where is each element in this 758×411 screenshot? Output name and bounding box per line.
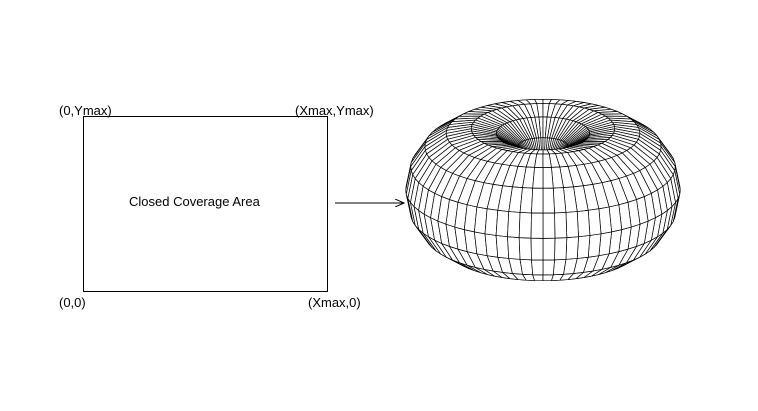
corner-label-bottom-right: (Xmax,0) [308, 295, 361, 310]
torus-facet [531, 259, 544, 276]
torus-wireframe [405, 98, 681, 282]
torus-facet [518, 212, 532, 239]
corner-label-top-left: (0,Ymax) [59, 103, 112, 118]
torus-facet [565, 211, 579, 238]
corner-label-bottom-left: (0,0) [59, 295, 86, 310]
torus-facet [554, 212, 568, 239]
torus-facet [542, 212, 556, 239]
torus-facet [587, 208, 602, 236]
torus-facet [542, 259, 555, 276]
torus-facet [587, 233, 602, 258]
torus-facet [552, 187, 567, 214]
torus-facet [565, 236, 579, 260]
torus-facet [495, 235, 510, 259]
torus-facet [542, 274, 554, 282]
torus-facet [530, 212, 544, 239]
torus-facet [484, 208, 499, 236]
corner-label-top-right: (Xmax,Ymax) [295, 103, 374, 118]
torus-facet [542, 237, 556, 261]
torus-facet [484, 233, 499, 258]
torus-facet [552, 258, 567, 276]
torus-facet [530, 237, 544, 261]
torus-facet [554, 237, 568, 261]
area-label: Closed Coverage Area [129, 194, 260, 209]
torus-facet [519, 258, 534, 276]
torus-facet [576, 235, 591, 259]
torus-facet [576, 209, 591, 238]
torus-facet [518, 237, 532, 261]
torus-facet [507, 211, 521, 238]
torus-facet [542, 167, 554, 189]
coverage-area-rectangle [83, 116, 328, 292]
torus-facet [542, 187, 555, 214]
torus-facet [531, 187, 544, 214]
torus-facet [532, 274, 544, 282]
torus-facet [507, 236, 521, 260]
torus-facet [495, 209, 510, 238]
torus-facet [532, 167, 544, 189]
torus-facet [519, 187, 534, 214]
